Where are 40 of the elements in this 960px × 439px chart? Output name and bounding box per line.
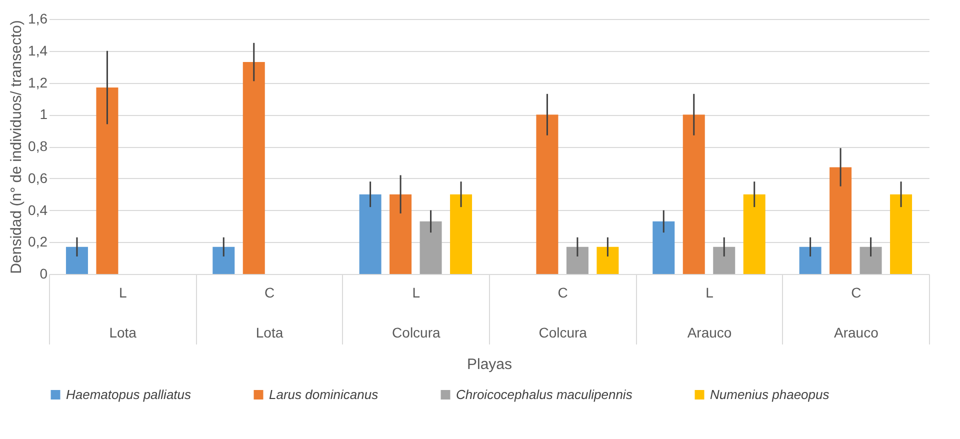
- y-tick-label: 0,4: [28, 202, 48, 218]
- category-label: L Lota: [109, 284, 136, 340]
- bar: [860, 246, 882, 274]
- bar: [390, 194, 412, 274]
- y-tick-label: 1: [40, 106, 48, 122]
- bar: [536, 114, 558, 274]
- bar: [66, 246, 88, 274]
- y-tick-label: 0,2: [28, 234, 48, 250]
- bar: [596, 246, 619, 274]
- bar: [799, 246, 822, 274]
- x-axis-title: Playas: [466, 356, 512, 373]
- category-label: C Colcura: [538, 284, 587, 340]
- bar: [242, 62, 265, 274]
- y-tick-label: 1,4: [28, 42, 48, 58]
- bar: [566, 246, 588, 274]
- bar: [652, 221, 675, 274]
- bar: [743, 194, 766, 274]
- bar: [890, 194, 912, 274]
- y-tick-label: 0,6: [28, 170, 48, 186]
- category-label: L Colcura: [392, 284, 440, 340]
- y-tick-label: 0: [40, 266, 48, 282]
- bar: [212, 246, 235, 274]
- bar: [96, 88, 118, 274]
- bar: [713, 246, 736, 274]
- bar: [830, 167, 852, 274]
- legend-label: Larus dominicanus: [269, 386, 379, 402]
- legend-label: Numenius phaeopus: [710, 386, 830, 402]
- category-label: L Arauco: [687, 284, 732, 340]
- bar: [682, 114, 705, 274]
- legend-label: Haematopus palliatus: [66, 386, 192, 402]
- y-tick-label: 1,2: [28, 74, 48, 90]
- bar: [359, 194, 382, 274]
- y-tick-label: 1,6: [28, 10, 48, 26]
- category-label: C Lota: [256, 284, 284, 340]
- bar: [450, 194, 472, 274]
- y-axis-title: Densidad (n° de individuos/ transecto): [8, 20, 26, 274]
- legend-label: Chroicocephalus maculipennis: [456, 386, 633, 402]
- y-tick-label: 0,8: [28, 138, 48, 154]
- bar: [420, 221, 442, 274]
- category-label: C Arauco: [834, 284, 878, 340]
